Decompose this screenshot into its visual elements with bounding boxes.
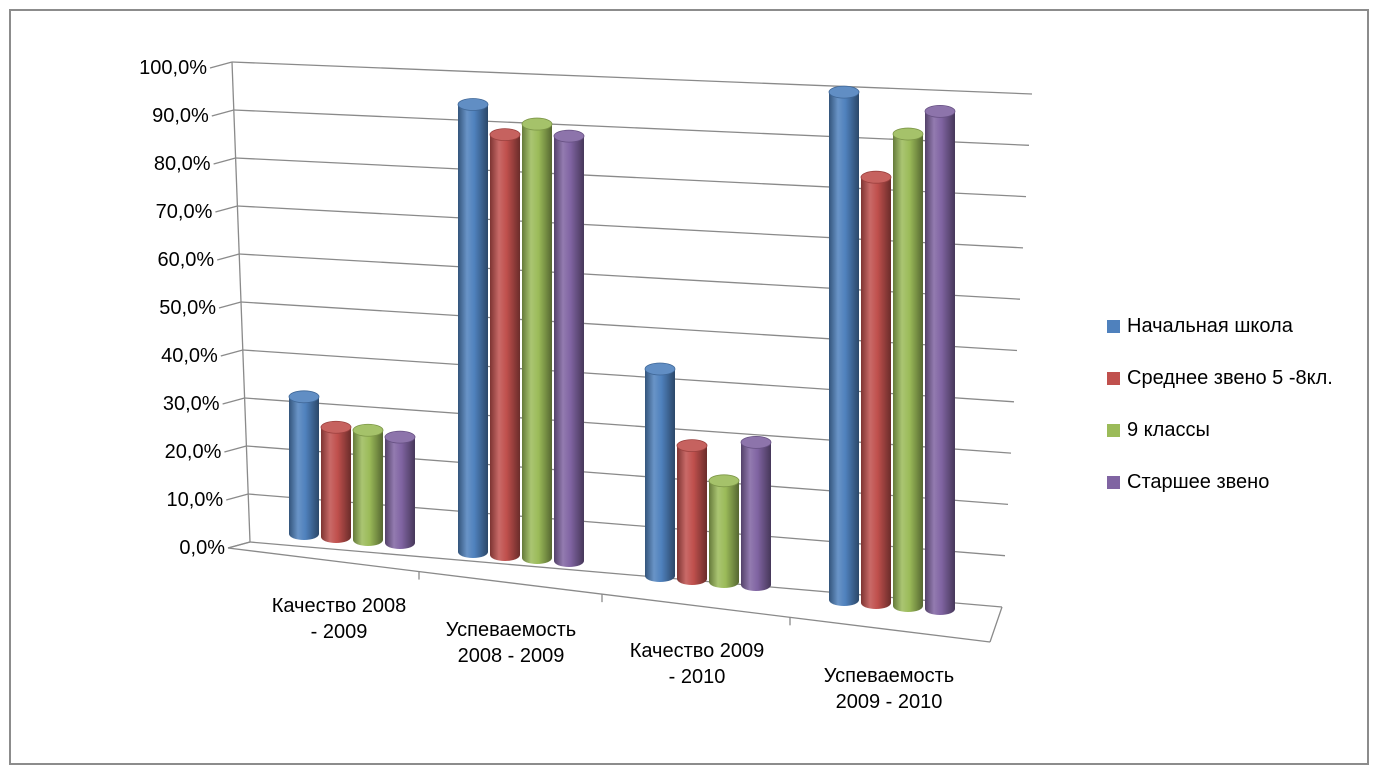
y-tick-label: 10,0% [166, 489, 223, 511]
bar [860, 170, 892, 609]
y-tick-label: 20,0% [165, 441, 222, 463]
y-tick-label: 90,0% [152, 105, 209, 127]
y-tick-label: 100,0% [139, 57, 207, 79]
legend-swatch [1107, 319, 1120, 333]
bar [384, 430, 416, 549]
x-tick-label: Успеваемость [446, 619, 576, 641]
x-tick-label: 2009 - 2010 [836, 691, 943, 713]
x-tick-label: Успеваемость [824, 665, 954, 687]
gridline [231, 61, 1033, 95]
legend-swatch [1107, 423, 1120, 437]
bar [740, 435, 772, 591]
bar [676, 439, 708, 585]
chart-plot: 0,0% 10,0% 20,0% 30,0% 40,0% 50,0% 60,0% 70,0% 8… [139, 57, 1033, 713]
bar [521, 117, 553, 564]
y-tick-label: 30,0% [163, 393, 220, 415]
y-tick-label: 40,0% [161, 345, 218, 367]
bar [828, 85, 860, 606]
legend-item: Среднее звено 5 -8кл. [1107, 363, 1333, 393]
bar [457, 98, 489, 559]
x-tick-label: 2008 - 2009 [458, 645, 565, 667]
x-tick-label: - 2009 [311, 621, 368, 643]
x-tick-label: - 2010 [669, 666, 726, 688]
y-tick-label: 80,0% [154, 153, 211, 175]
legend-label: Среднее звено 5 -8кл. [1127, 366, 1333, 389]
legend-item: 9 классы [1107, 415, 1210, 445]
chart-frame: 0,0% 10,0% 20,0% 30,0% 40,0% 50,0% 60,0% 70,0% 8… [9, 9, 1369, 765]
x-tick-label: Качество 2009 [630, 640, 765, 662]
bar [924, 104, 956, 615]
legend-label: 9 классы [1127, 418, 1210, 441]
y-tick-label: 70,0% [156, 201, 213, 223]
legend-label: Начальная школа [1127, 314, 1293, 337]
bar [553, 129, 585, 567]
x-tick-label: Качество 2008 [272, 595, 407, 617]
bar [892, 127, 924, 612]
bar [644, 362, 676, 582]
y-tick-label: 50,0% [159, 297, 216, 319]
bars [288, 85, 956, 615]
x-axis-line [227, 547, 991, 643]
legend-swatch [1107, 371, 1120, 385]
legend-swatch [1107, 475, 1120, 489]
legend-item: Старшее звено [1107, 467, 1269, 497]
y-axis: 0,0% 10,0% 20,0% 30,0% 40,0% 50,0% 60,0% 70,0% 8… [139, 57, 225, 559]
bar [708, 474, 740, 588]
legend-item: Начальная школа [1107, 311, 1293, 341]
x-axis: Качество 2008 - 2009 Успеваемость 2008 - 20… [272, 595, 955, 713]
y-tick-label: 60,0% [157, 249, 214, 271]
y-tick-label: 0,0% [179, 537, 225, 559]
legend-label: Старшее звено [1127, 470, 1270, 493]
bar [352, 423, 384, 546]
gridline [237, 205, 1024, 249]
bar [489, 128, 521, 561]
bar [320, 420, 352, 543]
bar [288, 390, 320, 540]
